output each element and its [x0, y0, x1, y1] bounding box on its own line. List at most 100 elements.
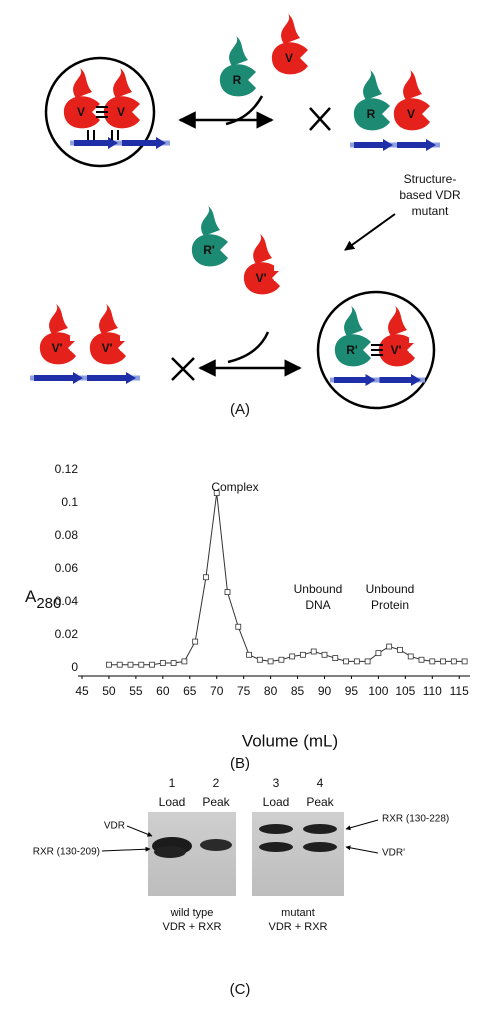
protein-label: V' — [102, 341, 113, 355]
data-point — [462, 659, 467, 664]
protein: V' — [40, 304, 76, 364]
data-point — [193, 639, 198, 644]
data-point — [160, 661, 165, 666]
protein-label: V' — [391, 343, 402, 357]
lane-number: 1 — [169, 776, 176, 790]
dna-arrow — [334, 374, 376, 386]
gel-caption: VDR + RXR — [269, 921, 328, 933]
mutation-notch — [70, 336, 76, 341]
protein-tail — [113, 68, 132, 98]
data-point — [430, 659, 435, 664]
data-point — [117, 662, 122, 667]
dna-arrow — [380, 374, 422, 386]
x-tick-label: 110 — [423, 684, 442, 698]
data-point — [139, 662, 144, 667]
gel-caption: mutant — [281, 907, 315, 919]
lane-label: Peak — [306, 795, 334, 809]
data-point — [322, 652, 327, 657]
protein-label: R' — [346, 343, 358, 357]
protein-tail — [281, 14, 300, 44]
mutation-notch — [120, 336, 126, 341]
protein-label: V — [77, 105, 85, 119]
protein: V — [104, 68, 140, 128]
lane-number: 2 — [213, 776, 220, 790]
annotation: Unbound — [366, 582, 415, 596]
mutation-notch — [409, 338, 415, 343]
protein: R — [354, 70, 390, 130]
y-tick-label: 0.12 — [55, 462, 79, 476]
protein-tail — [403, 70, 422, 100]
x-tick-label: 90 — [318, 684, 332, 698]
data-point — [171, 661, 176, 666]
protein: V' — [379, 306, 415, 366]
protein-tail — [344, 306, 363, 336]
protein-tail — [363, 70, 382, 100]
gel-marker: VDR — [104, 821, 125, 832]
x-tick-label: 50 — [102, 684, 116, 698]
protein: V — [64, 68, 100, 128]
lane-number: 4 — [317, 776, 324, 790]
protein: V' — [90, 304, 126, 364]
x-tick-label: 75 — [237, 684, 251, 698]
mutation-notch — [120, 346, 126, 351]
protein-tail — [73, 68, 92, 98]
y-tick-label: 0.06 — [55, 561, 79, 575]
x-tick-label: 95 — [345, 684, 359, 698]
data-point — [268, 659, 273, 664]
dna-arrow — [34, 372, 83, 384]
note-line: based VDR — [399, 188, 461, 202]
data-point — [203, 575, 208, 580]
data-point — [419, 657, 424, 662]
x-tick-label: 55 — [129, 684, 143, 698]
data-point — [247, 652, 252, 657]
protein-label: V — [117, 105, 125, 119]
dna-arrow — [122, 137, 166, 149]
figure: Structure- based VDR mutant (A) Volume (… — [0, 0, 477, 1025]
data-point — [128, 662, 133, 667]
protein: R' — [335, 306, 371, 366]
protein: V' — [244, 234, 280, 294]
protein-label: R — [233, 73, 242, 87]
protein-label: V — [285, 51, 293, 65]
mutation-notch — [70, 346, 76, 351]
data-point — [397, 647, 402, 652]
protein: R' — [192, 206, 228, 266]
protein-label: R — [367, 107, 376, 121]
x-axis-label: Volume (mL) — [242, 731, 338, 750]
note-line: mutant — [412, 204, 449, 218]
dna-arrow — [354, 139, 393, 151]
x-tick-label: 80 — [264, 684, 278, 698]
data-point — [376, 651, 381, 656]
protein-label: R' — [203, 243, 215, 257]
lane-label: Load — [159, 795, 186, 809]
dna-arrow — [397, 139, 436, 151]
x-tick-label: 105 — [395, 684, 415, 698]
data-point — [311, 649, 316, 654]
x-tick-label: 115 — [450, 684, 469, 698]
gel-marker: RXR (130-209) — [33, 847, 100, 858]
data-line — [109, 493, 465, 665]
protein: V — [272, 14, 308, 74]
protein-tail — [49, 304, 68, 334]
panel-label: (A) — [230, 401, 250, 418]
data-point — [365, 659, 370, 664]
annotation: Protein — [371, 598, 409, 612]
gel-marker: VDR' — [382, 848, 405, 859]
gel-caption: VDR + RXR — [163, 921, 222, 933]
data-point — [451, 659, 456, 664]
panel-label: (B) — [230, 755, 250, 772]
data-point — [333, 656, 338, 661]
data-point — [236, 624, 241, 629]
protein-tail — [201, 206, 220, 236]
annotation: Unbound — [294, 582, 343, 596]
protein-label: V' — [256, 271, 267, 285]
data-point — [441, 659, 446, 664]
y-tick-label: 0.04 — [55, 594, 79, 608]
mutation-notch — [409, 348, 415, 353]
mutation-notch — [274, 266, 280, 271]
x-tick-label: 100 — [368, 684, 388, 698]
dna-arrow — [87, 372, 136, 384]
x-tick-label: 85 — [291, 684, 305, 698]
x-tick-label: 45 — [75, 684, 89, 698]
panel-label: (C) — [230, 981, 251, 998]
